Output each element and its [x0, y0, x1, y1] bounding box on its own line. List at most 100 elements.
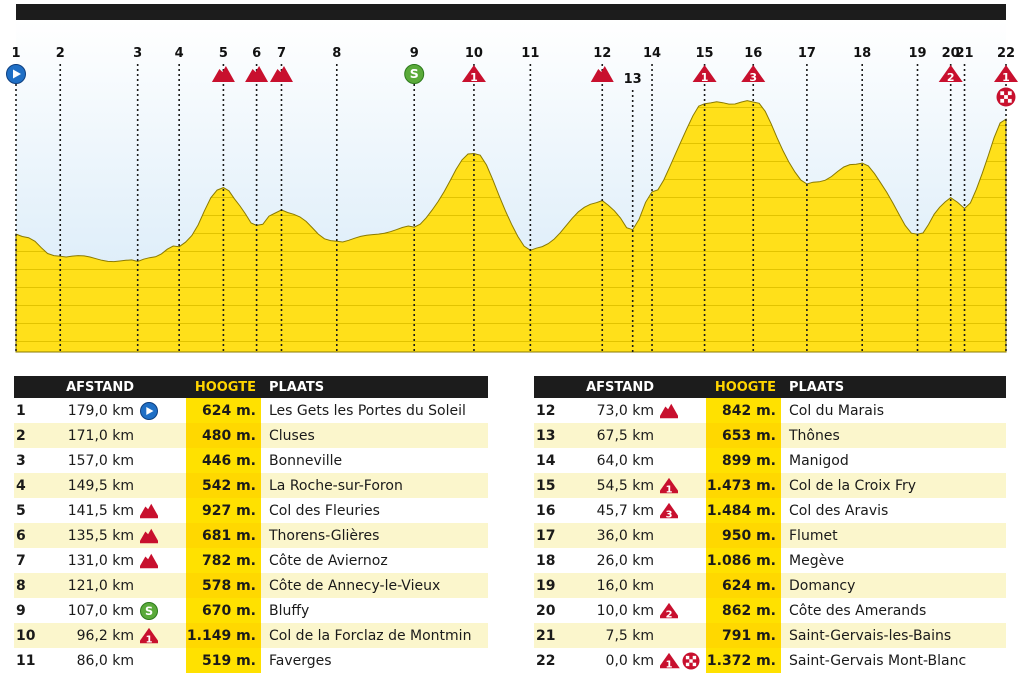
- point-icon: [245, 66, 269, 82]
- climb-icon: [269, 66, 293, 82]
- row-number: 16: [536, 502, 556, 519]
- point-icon: 1: [994, 65, 1018, 107]
- row-number: 2: [16, 427, 26, 444]
- point-number-label: 16: [744, 46, 762, 61]
- row-icon: [140, 498, 186, 523]
- row-distance: 149,5 km: [67, 477, 134, 494]
- row-icon: [660, 573, 706, 598]
- climb-icon: [140, 528, 158, 543]
- row-icon: [140, 573, 186, 598]
- row-elevation: 1.484 m.: [706, 498, 781, 523]
- profile-point-7: 7: [269, 46, 293, 352]
- cat1-climb-icon: 1: [140, 627, 158, 645]
- point-number-label: 3: [133, 46, 142, 61]
- point-number-label: 18: [853, 46, 871, 61]
- row-icon: [660, 523, 706, 548]
- point-number-label: 7: [277, 46, 286, 61]
- row-place: Les Gets les Portes du Soleil: [269, 402, 466, 419]
- row-distance: 179,0 km: [67, 402, 134, 419]
- table-header: AFSTAND HOOGTE PLAATS: [14, 376, 488, 398]
- finish-icon: [996, 87, 1016, 107]
- row-distance: 157,0 km: [67, 452, 134, 469]
- point-number-label: 20: [942, 46, 960, 61]
- row-icon: [660, 423, 706, 448]
- row-elevation: 1.086 m.: [706, 548, 781, 573]
- row-icon: 1: [140, 623, 186, 648]
- row-elevation: 542 m.: [186, 473, 261, 498]
- row-icon: [660, 448, 706, 473]
- row-elevation: 862 m.: [706, 598, 781, 623]
- col-afstand-header: AFSTAND: [66, 379, 134, 395]
- row-elevation: 624 m.: [706, 573, 781, 598]
- row-elevation: 446 m.: [186, 448, 261, 473]
- row-distance: 45,7 km: [596, 502, 654, 519]
- row-distance: 10,0 km: [596, 602, 654, 619]
- climb-icon: [211, 66, 235, 82]
- row-distance: 36,0 km: [596, 527, 654, 544]
- row-distance: 7,5 km: [605, 627, 654, 644]
- row-number: 8: [16, 577, 26, 594]
- cat1-climb-icon: 1: [994, 65, 1018, 84]
- col-plaats-header: PLAATS: [789, 379, 845, 395]
- row-distance: 26,0 km: [596, 552, 654, 569]
- row-icon: [140, 448, 186, 473]
- profile-point-15: 15 1: [692, 46, 717, 352]
- finish-icon: [682, 652, 700, 669]
- svg-text:1: 1: [701, 71, 709, 84]
- row-place: Flumet: [789, 527, 838, 544]
- table-row: 4 149,5 km 542 m. La Roche-sur-Foron: [14, 473, 488, 498]
- row-place: Saint-Gervais Mont-Blanc: [789, 652, 967, 669]
- table-row: 15 54,5 km 1 1.473 m. Col de la Croix Fry: [534, 473, 1006, 498]
- table-row: 14 64,0 km 899 m. Manigod: [534, 448, 1006, 473]
- profile-point-14: 14: [643, 46, 661, 352]
- row-distance: 86,0 km: [76, 652, 134, 669]
- table-row: 6 135,5 km 681 m. Thorens-Glières: [14, 523, 488, 548]
- svg-text:1: 1: [470, 71, 478, 84]
- point-icon: S: [404, 64, 425, 84]
- row-elevation: 653 m.: [706, 423, 781, 448]
- profile-point-22: 22 1: [994, 46, 1018, 352]
- table-row: 20 10,0 km 2 862 m. Côte des Amerands: [534, 598, 1006, 623]
- row-icon: 3: [660, 498, 706, 523]
- point-icon: 3: [741, 65, 766, 84]
- row-distance: 107,0 km: [67, 602, 134, 619]
- profile-point-10: 10 1: [461, 46, 486, 352]
- row-elevation: 578 m.: [186, 573, 261, 598]
- point-icon: 1: [692, 65, 717, 84]
- row-elevation: 950 m.: [706, 523, 781, 548]
- climb-icon: [660, 403, 678, 418]
- row-elevation: 670 m.: [186, 598, 261, 623]
- svg-text:2: 2: [666, 609, 673, 620]
- point-number-label: 1: [11, 46, 20, 61]
- row-number: 5: [16, 502, 26, 519]
- table-row: 5 141,5 km 927 m. Col des Fleuries: [14, 498, 488, 523]
- row-distance: 67,5 km: [596, 427, 654, 444]
- row-number: 7: [16, 552, 26, 569]
- table-row: 22 0,0 km 1 1.372 m. Saint-Gervais Mont-Blan…: [534, 648, 1006, 673]
- row-elevation: 842 m.: [706, 398, 781, 423]
- svg-text:1: 1: [666, 484, 673, 495]
- start-icon: [140, 401, 158, 420]
- points-table-right: AFSTAND HOOGTE PLAATS 12 73,0 km 842 m. Col…: [534, 376, 1006, 673]
- row-place: Manigod: [789, 452, 849, 469]
- row-number: 17: [536, 527, 556, 544]
- table-row: 18 26,0 km 1.086 m. Megève: [534, 548, 1006, 573]
- elevation-hatching: [16, 100, 1006, 352]
- table-row: 3 157,0 km 446 m. Bonneville: [14, 448, 488, 473]
- profile-point-6: 6: [245, 46, 269, 352]
- row-distance: 16,0 km: [596, 577, 654, 594]
- row-number: 12: [536, 402, 556, 419]
- profile-point-17: 17: [798, 46, 816, 352]
- profile-point-18: 18: [853, 46, 871, 352]
- profile-point-20: 20 2: [938, 46, 963, 352]
- row-place: Domancy: [789, 577, 856, 594]
- table-row: 11 86,0 km 519 m. Faverges: [14, 648, 488, 673]
- row-number: 1: [16, 402, 26, 419]
- point-number-label: 6: [252, 46, 261, 61]
- profile-point-2: 2: [56, 46, 65, 352]
- row-icon: [140, 523, 186, 548]
- point-number-label: 12: [593, 46, 611, 61]
- top-bar: [16, 4, 1006, 20]
- point-number-label: 2: [56, 46, 65, 61]
- svg-text:S: S: [410, 66, 419, 81]
